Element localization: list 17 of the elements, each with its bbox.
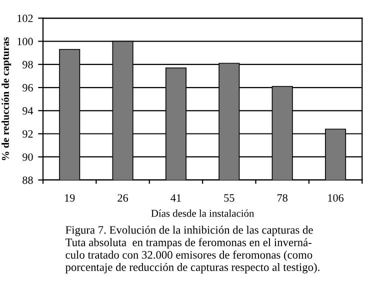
y-tick-label: 98	[22, 60, 33, 68]
y-axis-title: % de reducción de capturas	[2, 37, 12, 160]
text: Figura 7. Evolución de la inhibición de las capturas de Tuta absoluta en trampas de feromonas en el inverná- culo tratado con 32.000 emisores de feromonas (como porcentaje de reducción de capturas respecto al testigo).	[65, 226, 320, 274]
y-tick-label: 100	[18, 38, 33, 46]
x-tick-label: 106	[328, 194, 344, 202]
y-tick-label: 94	[22, 107, 34, 115]
y-tick-label: 96	[22, 84, 33, 92]
y-tick-label: 102	[18, 14, 33, 22]
x-tick-label: 41	[170, 194, 181, 202]
x-tick-label: 78	[278, 194, 288, 202]
y-tick-label: 92	[22, 130, 33, 138]
x-axis-title: Días desde la instalación	[151, 209, 254, 217]
x-tick-label: 26	[118, 194, 128, 202]
y-tick-label: 88	[22, 176, 33, 184]
x-tick-label: 19	[65, 194, 75, 202]
y-tick-label: 90	[22, 153, 33, 161]
x-tick-label: 55	[224, 194, 234, 202]
